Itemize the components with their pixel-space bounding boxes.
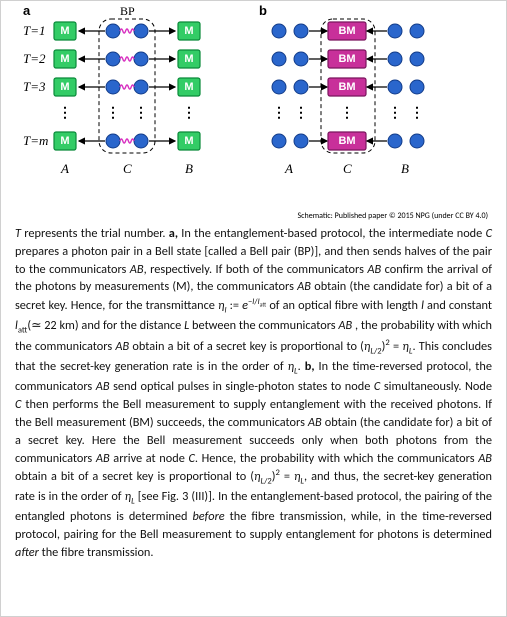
figure-caption: T represents the trial number. a, In the… [1, 223, 506, 574]
svg-text:T=1: T=1 [23, 23, 46, 38]
svg-text:T=m: T=m [23, 133, 48, 148]
photon [388, 80, 402, 94]
credit-line: Schematic: Published paper © 2015 NPG (u… [1, 211, 506, 223]
svg-text:BM: BM [338, 135, 355, 147]
svg-text:⋮: ⋮ [58, 104, 72, 120]
photon [388, 52, 402, 66]
photon [294, 52, 308, 66]
photon [294, 134, 308, 148]
photon [134, 24, 148, 38]
photon [272, 24, 286, 38]
svg-text:⋮: ⋮ [294, 104, 308, 120]
col-a-A: A [60, 161, 69, 176]
svg-text:⋮: ⋮ [106, 104, 120, 120]
col-a-C: C [123, 161, 132, 176]
svg-text:⋮: ⋮ [182, 104, 196, 120]
photon [134, 80, 148, 94]
svg-text:M: M [184, 81, 193, 93]
photon [106, 52, 120, 66]
svg-text:M: M [60, 53, 69, 65]
col-a-B: B [185, 161, 193, 176]
bp-link [120, 85, 134, 89]
svg-text:⋮: ⋮ [388, 104, 402, 120]
svg-text:⋮: ⋮ [410, 104, 424, 120]
svg-text:BM: BM [338, 53, 355, 65]
col-b-C: C [343, 161, 352, 176]
photon [388, 24, 402, 38]
photon [294, 80, 308, 94]
col-b-B: B [401, 161, 409, 176]
svg-text:⋮: ⋮ [340, 104, 354, 120]
svg-text:M: M [60, 81, 69, 93]
svg-text:M: M [184, 135, 193, 147]
bp-link [120, 139, 134, 143]
photon [106, 24, 120, 38]
svg-text:BM: BM [338, 25, 355, 37]
bp-link [120, 29, 134, 33]
svg-text:M: M [184, 53, 193, 65]
photon [410, 24, 424, 38]
panel-a-rows: T=1 M M T=2 M M T=3 M M T=m M M [23, 22, 200, 150]
photon [388, 134, 402, 148]
svg-text:M: M [184, 25, 193, 37]
panel-a-label: a [23, 3, 31, 18]
svg-text:⋮: ⋮ [134, 104, 148, 120]
photon [410, 80, 424, 94]
col-b-A: A [284, 161, 293, 176]
photon [272, 134, 286, 148]
photon [410, 134, 424, 148]
bp-link [120, 57, 134, 61]
photon [272, 52, 286, 66]
bp-label: BP [120, 4, 135, 18]
photon [410, 52, 424, 66]
svg-text:T=2: T=2 [23, 51, 46, 66]
schematic-figure: a BP T=1MMT=2MMT=3MMT=mMM ⋮ ⋮ ⋮ ⋮ A C B … [1, 1, 506, 211]
svg-text:⋮: ⋮ [272, 104, 286, 120]
svg-text:M: M [60, 25, 69, 37]
photon [106, 134, 120, 148]
photon [134, 52, 148, 66]
svg-text:T=3: T=3 [23, 79, 46, 94]
schematic-svg: a BP T=1MMT=2MMT=3MMT=mMM ⋮ ⋮ ⋮ ⋮ A C B … [1, 1, 507, 211]
photon [134, 134, 148, 148]
photon [106, 80, 120, 94]
photon [294, 24, 308, 38]
svg-text:M: M [60, 135, 69, 147]
photon [272, 80, 286, 94]
panel-b-rows: BM BM BM BM [272, 22, 424, 150]
svg-text:BM: BM [338, 81, 355, 93]
panel-b-label: b [259, 3, 267, 18]
